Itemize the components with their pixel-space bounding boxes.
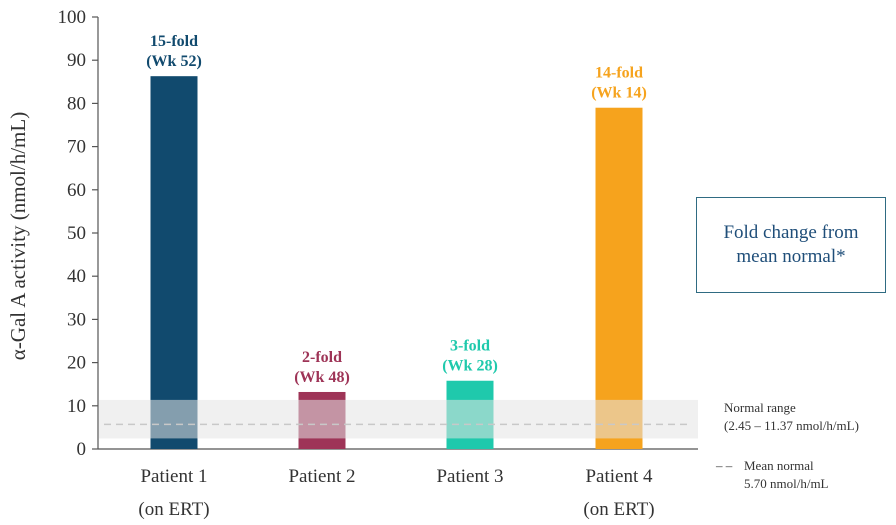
y-tick-label: 50 xyxy=(67,223,86,244)
bar-label-fold: 2-fold xyxy=(302,349,342,366)
normal-range-band xyxy=(99,399,698,439)
bars xyxy=(150,76,643,450)
bar-label-fold: 14-fold xyxy=(595,65,643,82)
y-tick-label: 30 xyxy=(67,309,86,330)
x-tick-label: Patient 4 xyxy=(585,466,653,487)
bar-label-week: (Wk 48) xyxy=(294,369,350,386)
bar-label-week: (Wk 14) xyxy=(591,85,647,102)
y-tick-label: 60 xyxy=(67,180,86,201)
mean-normal-legend-dash: – – xyxy=(715,458,733,473)
x-tick-label-sub: (on ERT) xyxy=(583,499,654,520)
y-tick-label: 70 xyxy=(67,137,86,158)
y-tick-label: 90 xyxy=(67,50,86,71)
x-tick-label: Patient 3 xyxy=(436,466,503,487)
y-tick-label: 80 xyxy=(67,93,86,114)
mean-normal-label: Mean normal xyxy=(744,458,814,473)
x-tick-label: Patient 1 xyxy=(140,466,207,487)
bar-label-week: (Wk 52) xyxy=(146,53,202,70)
bar-label-week: (Wk 28) xyxy=(442,358,498,375)
mean-normal-text: 5.70 nmol/h/mL xyxy=(744,476,829,491)
normal-range-text: (2.45 – 11.37 nmol/h/mL) xyxy=(724,418,859,433)
fold-change-annotation-box: Fold change from mean normal* xyxy=(696,197,886,293)
fold-change-annotation-text: Fold change from mean normal* xyxy=(723,222,859,267)
y-axis-label: α-Gal A activity (nmol/h/mL) xyxy=(6,112,30,360)
bar xyxy=(595,107,643,449)
normal-range-band-rect xyxy=(99,399,698,439)
y-tick-label: 100 xyxy=(58,7,87,28)
bar-label-fold: 3-fold xyxy=(450,338,490,355)
x-tick-label: Patient 2 xyxy=(288,466,355,487)
bar-labels: 15-fold (Wk 52) 2-fold (Wk 48) 3-fold (Wk 28)… xyxy=(146,33,647,386)
bar xyxy=(150,76,198,450)
normal-range-label: Normal range xyxy=(724,400,796,415)
x-tick-label-sub: (on ERT) xyxy=(138,499,209,520)
y-tick-label: 40 xyxy=(67,266,86,287)
y-tick-label: 10 xyxy=(67,396,86,417)
category-labels: Patient 1 (on ERT) Patient 2 Patient 3 Patie… xyxy=(138,466,654,520)
bar-label-fold: 15-fold xyxy=(150,33,198,50)
y-tick-label: 20 xyxy=(67,353,86,374)
y-tick-label: 0 xyxy=(77,439,87,460)
y-axis: 0 10 20 30 40 50 60 70 80 90 100 xyxy=(58,7,698,460)
